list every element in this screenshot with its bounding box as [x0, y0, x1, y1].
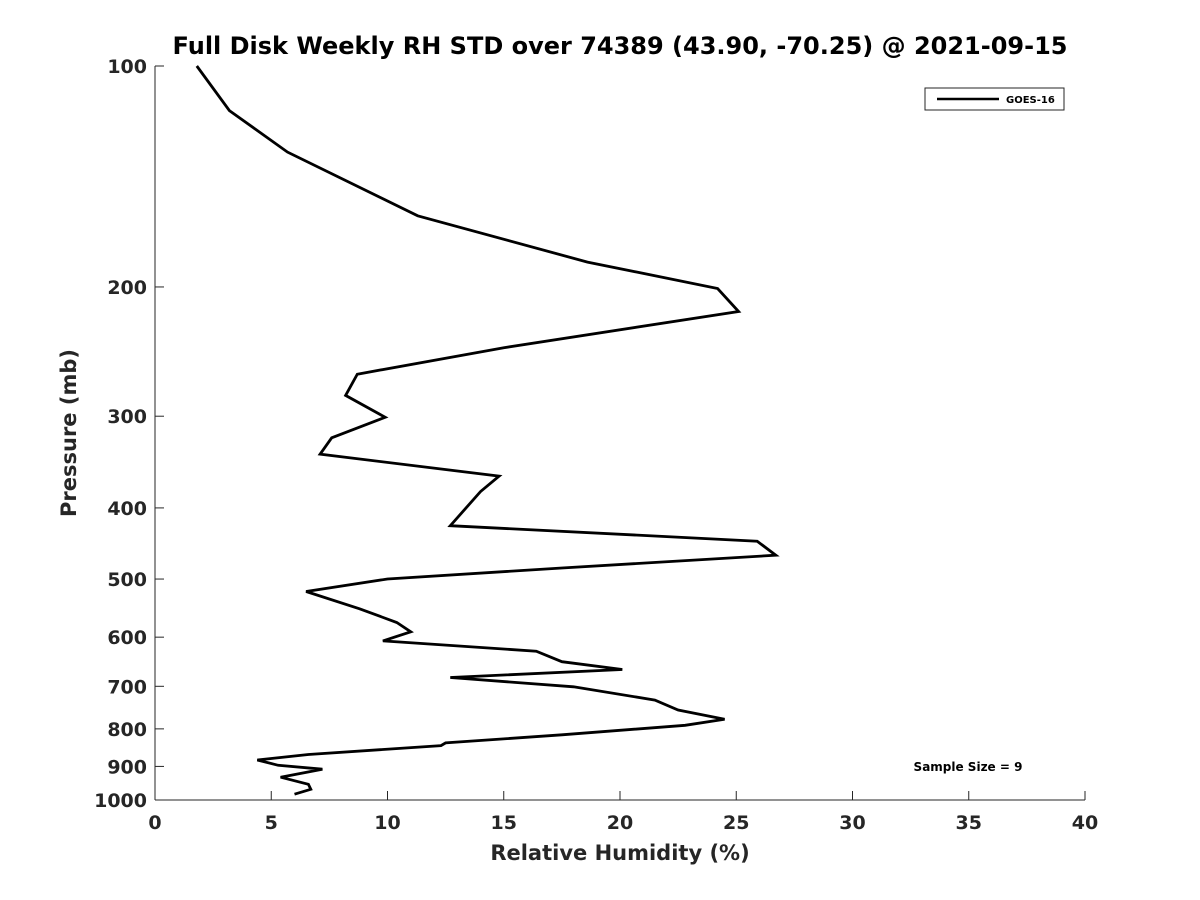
y-tick-group: 100 200 300 400 500 600 700 800 900 1000	[94, 56, 164, 812]
y-tick-label: 500	[107, 569, 147, 591]
x-tick-label: 15	[491, 812, 517, 834]
plot-area: 0 5 10 15 20 25 30 35 40 100 200 300 400 500 600 700 80…	[94, 56, 1098, 834]
y-tick-label: 300	[107, 406, 147, 428]
y-tick-label: 900	[107, 756, 147, 778]
x-tick-label: 35	[956, 812, 982, 834]
x-tick-label: 10	[374, 812, 400, 834]
legend-label-goes-16: GOES-16	[1006, 95, 1055, 106]
y-tick-label: 700	[107, 676, 147, 698]
y-tick-label: 100	[107, 56, 147, 78]
series-group	[195, 65, 780, 796]
chart-title: Full Disk Weekly RH STD over 74389 (43.9…	[173, 32, 1068, 60]
series-line-goes-16	[195, 65, 780, 796]
x-tick-label: 40	[1072, 812, 1098, 834]
x-tick-group: 0 5 10 15 20 25 30 35 40	[148, 791, 1098, 834]
sample-size-annotation: Sample Size = 9	[914, 760, 1023, 774]
y-tick-label: 1000	[94, 790, 147, 812]
y-tick-label: 400	[107, 498, 147, 520]
x-tick-label: 0	[148, 812, 161, 834]
x-tick-label: 5	[265, 812, 278, 834]
x-tick-label: 25	[723, 812, 749, 834]
legend: GOES-16	[924, 87, 1065, 111]
y-tick-label: 600	[107, 627, 147, 649]
x-axis-label: Relative Humidity (%)	[490, 841, 749, 865]
y-axis-label: Pressure (mb)	[57, 349, 81, 517]
x-tick-label: 30	[839, 812, 865, 834]
y-tick-label: 800	[107, 719, 147, 741]
x-tick-label: 20	[607, 812, 633, 834]
y-tick-label: 200	[107, 277, 147, 299]
